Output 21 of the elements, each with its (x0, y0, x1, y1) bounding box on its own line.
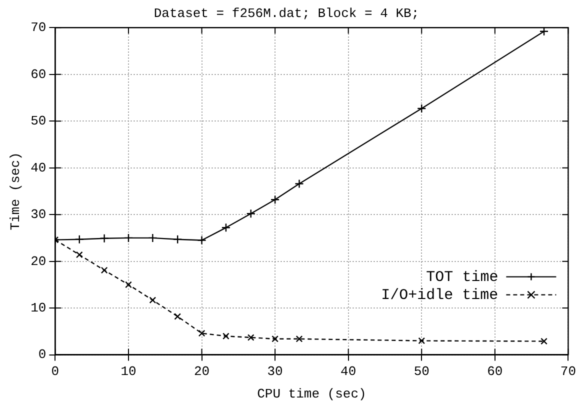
x-tick-label: 10 (120, 364, 136, 380)
y-axis-title: Time (sec) (8, 152, 24, 230)
y-tick-label: 60 (30, 66, 46, 82)
y-tick-label: 20 (30, 254, 46, 269)
x-tick-label: 60 (487, 364, 503, 380)
x-tick-label: 50 (414, 364, 430, 380)
y-tick-label: 70 (30, 20, 46, 36)
y-tick-label: 10 (30, 300, 46, 316)
x-tick-label: 70 (560, 364, 576, 380)
y-tick-label: 30 (30, 207, 46, 222)
legend-label: I/O+idle time (381, 286, 498, 304)
y-tick-label: 40 (30, 160, 46, 176)
x-tick-label: 20 (194, 364, 210, 380)
y-tick-label: 0 (38, 347, 46, 362)
y-tick-label: 50 (30, 114, 46, 129)
legend-label: TOT time (426, 268, 498, 286)
x-tick-label: 40 (340, 364, 356, 380)
x-tick-label: 30 (267, 364, 283, 380)
x-tick-label: 0 (51, 364, 60, 380)
x-axis-title: CPU time (sec) (257, 386, 366, 402)
chart-title: Dataset = f256M.dat; Block = 4 KB; (154, 6, 420, 22)
